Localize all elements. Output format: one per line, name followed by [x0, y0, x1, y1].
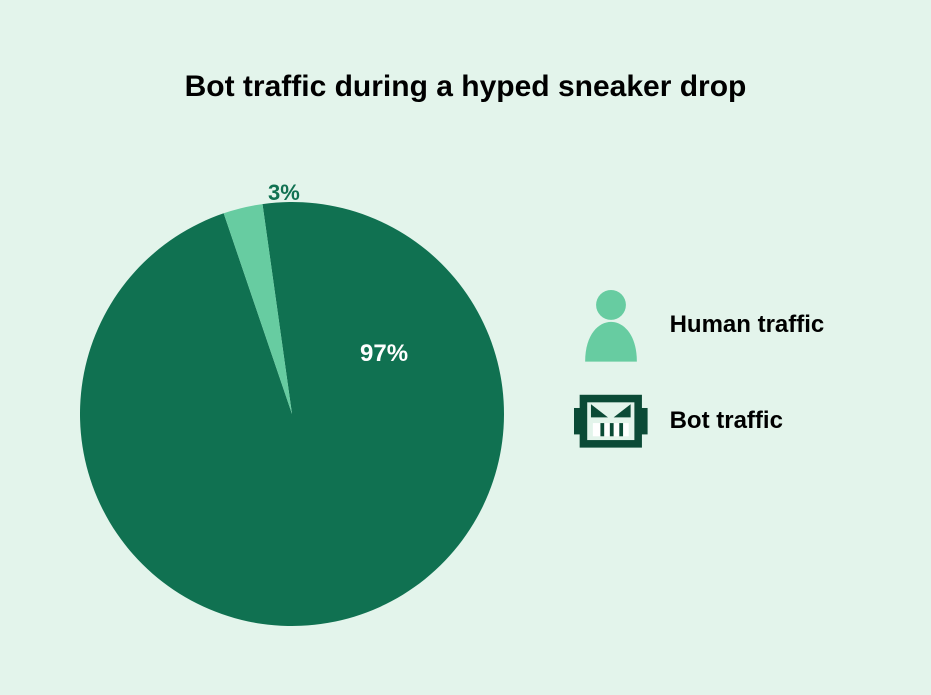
bot-icon: [574, 394, 648, 448]
pie-slice-label: 97%: [360, 340, 408, 368]
pie-svg: [80, 202, 504, 626]
chart-title: Bot traffic during a hyped sneaker drop: [0, 70, 931, 104]
legend-item: Human traffic: [574, 288, 824, 362]
legend-icon: [574, 288, 648, 362]
pie-chart: [80, 202, 504, 626]
legend: Human traffic Bot traffic: [574, 288, 824, 448]
pie-slice-label: 3%: [268, 180, 300, 206]
chart-canvas: Bot traffic during a hyped sneaker drop …: [0, 0, 931, 695]
pie-slice: [80, 202, 504, 626]
legend-label: Human traffic: [670, 311, 825, 339]
human-icon: [579, 288, 643, 362]
legend-item: Bot traffic: [574, 394, 824, 448]
legend-label: Bot traffic: [670, 407, 783, 435]
legend-icon: [574, 394, 648, 448]
